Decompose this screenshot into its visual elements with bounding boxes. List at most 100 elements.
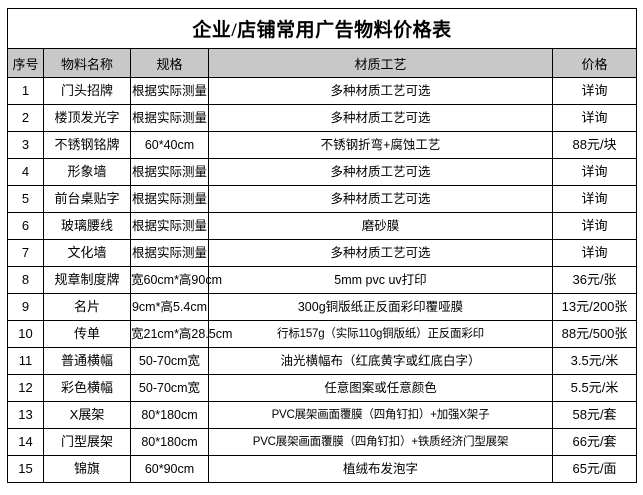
advertising-material-price-table: 企业/店铺常用广告物料价格表 序号 物料名称 规格 材质工艺 价格 1 门头招牌根… (6, 8, 638, 483)
cell-price: 5.5元/米 (551, 374, 638, 402)
cell-material-process: 300g铜版纸正反面彩印覆哑膜 (208, 293, 553, 321)
table-title: 企业/店铺常用广告物料价格表 (6, 8, 638, 49)
cell-specification: 根据实际测量 (130, 185, 209, 213)
cell-index: 4 (7, 158, 44, 186)
cell-index: 5 (7, 185, 44, 213)
cell-price: 36元/张 (551, 266, 638, 294)
cell-price: 详询 (551, 212, 638, 240)
cell-specification: 根据实际测量 (130, 158, 209, 186)
cell-material-name: 名片 (43, 293, 131, 321)
table-row: 8 规章制度牌 宽60cm*高90cm 5mm pvc uv打印 36元/张 (7, 266, 638, 294)
column-header-index: 序号 (7, 48, 44, 78)
table-row: 10 传单 宽21cm*高28.5cm 行标157g（实际110g铜版纸）正反面彩印 8… (7, 320, 638, 348)
cell-index: 3 (7, 131, 44, 159)
cell-index: 14 (7, 428, 44, 456)
cell-price: 详询 (551, 77, 638, 105)
table-title-row: 企业/店铺常用广告物料价格表 (6, 8, 638, 49)
cell-material-name: 彩色横幅 (43, 374, 131, 402)
cell-material-name: 形象墙 (43, 158, 131, 186)
cell-material-process: 5mm pvc uv打印 (208, 266, 553, 294)
table-row: 13 X展架 80*180cm PVC展架画面覆膜（四角钉扣）+加强X架子 58元/套 (7, 401, 638, 429)
cell-specification: 60*40cm (130, 131, 209, 159)
cell-material-process: 油光横幅布（红底黄字或红底白字） (208, 347, 553, 375)
cell-price: 详询 (551, 158, 638, 186)
cell-specification: 根据实际测量 (130, 77, 209, 105)
column-header-process: 材质工艺 (208, 48, 553, 78)
table-row: 3 不锈钢铭牌 60*40cm 不锈钢折弯+腐蚀工艺 88元/块 (7, 131, 638, 159)
cell-material-process: 多种材质工艺可选 (208, 239, 553, 267)
cell-price: 66元/套 (551, 428, 638, 456)
cell-price: 详询 (551, 104, 638, 132)
cell-price: 13元/200张 (551, 293, 638, 321)
cell-price: 3.5元/米 (551, 347, 638, 375)
cell-index: 1 (7, 77, 44, 105)
cell-material-name: 普通横幅 (43, 347, 131, 375)
cell-material-name: 玻璃腰线 (43, 212, 131, 240)
table-row: 5 前台桌贴字 根据实际测量 多种材质工艺可选 详询 (7, 185, 638, 213)
table-row: 1 门头招牌 根据实际测量 多种材质工艺可选 详询 (7, 77, 638, 105)
cell-specification: 根据实际测量 (130, 104, 209, 132)
cell-index: 10 (7, 320, 44, 348)
cell-material-name: 前台桌贴字 (43, 185, 131, 213)
cell-specification: 根据实际测量 (130, 212, 209, 240)
cell-specification: 50-70cm宽 (130, 347, 209, 375)
cell-material-name: 传单 (43, 320, 131, 348)
cell-index: 6 (7, 212, 44, 240)
table-header-row: 序号 物料名称 规格 材质工艺 价格 (7, 48, 638, 78)
cell-material-name: X展架 (43, 401, 131, 429)
cell-specification: 根据实际测量 (130, 239, 209, 267)
cell-material-name: 文化墙 (43, 239, 131, 267)
cell-index: 9 (7, 293, 44, 321)
table-row: 4 形象墙 根据实际测量 多种材质工艺可选 详询 (7, 158, 638, 186)
cell-index: 2 (7, 104, 44, 132)
cell-material-name: 规章制度牌 (43, 266, 131, 294)
cell-material-process: 多种材质工艺可选 (208, 158, 553, 186)
cell-price: 88元/500张 (551, 320, 638, 348)
cell-material-process: 植绒布发泡字 (208, 455, 553, 483)
table-row: 14 门型展架 80*180cm PVC展架画面覆膜（四角钉扣）+铁质经济门型展架 66… (7, 428, 638, 456)
table-row: 9 名片 9cm*高5.4cm 300g铜版纸正反面彩印覆哑膜 13元/200张 (7, 293, 638, 321)
column-header-name: 物料名称 (43, 48, 131, 78)
cell-material-process: PVC展架画面覆膜（四角钉扣）+加强X架子 (208, 401, 553, 429)
cell-specification: 80*180cm (130, 428, 209, 456)
cell-material-name: 锦旗 (43, 455, 131, 483)
cell-material-process: 行标157g（实际110g铜版纸）正反面彩印 (208, 320, 553, 348)
cell-index: 11 (7, 347, 44, 375)
cell-specification: 60*90cm (130, 455, 209, 483)
cell-specification: 9cm*高5.4cm (130, 293, 209, 321)
cell-specification: 宽60cm*高90cm (130, 266, 222, 294)
cell-material-process: 任意图案或任意颜色 (208, 374, 553, 402)
table-row: 7 文化墙 根据实际测量 多种材质工艺可选 详询 (7, 239, 638, 267)
cell-material-name: 楼顶发光字 (43, 104, 131, 132)
cell-material-name: 门头招牌 (43, 77, 131, 105)
cell-index: 7 (7, 239, 44, 267)
table-row: 15 锦旗 60*90cm 植绒布发泡字 65元/面 (7, 455, 638, 483)
cell-index: 15 (7, 455, 44, 483)
cell-index: 8 (7, 266, 44, 294)
cell-material-process: 不锈钢折弯+腐蚀工艺 (208, 131, 553, 159)
cell-price: 详询 (551, 239, 638, 267)
cell-material-name: 不锈钢铭牌 (43, 131, 131, 159)
cell-material-process: PVC展架画面覆膜（四角钉扣）+铁质经济门型展架 (208, 428, 553, 456)
table-row: 12 彩色横幅 50-70cm宽 任意图案或任意颜色 5.5元/米 (7, 374, 638, 402)
cell-material-process: 多种材质工艺可选 (208, 77, 553, 105)
cell-specification: 宽21cm*高28.5cm (130, 320, 232, 348)
cell-specification: 50-70cm宽 (130, 374, 209, 402)
price-table-container: 企业/店铺常用广告物料价格表 序号 物料名称 规格 材质工艺 价格 1 门头招牌根… (6, 8, 638, 483)
table-row: 6 玻璃腰线 根据实际测量 磨砂膜 详询 (7, 212, 638, 240)
cell-index: 13 (7, 401, 44, 429)
cell-specification: 80*180cm (130, 401, 209, 429)
cell-price: 详询 (551, 185, 638, 213)
column-header-price: 价格 (551, 48, 638, 78)
cell-material-name: 门型展架 (43, 428, 131, 456)
cell-material-process: 多种材质工艺可选 (208, 104, 553, 132)
column-header-spec: 规格 (130, 48, 209, 78)
cell-price: 88元/块 (551, 131, 638, 159)
cell-price: 65元/面 (551, 455, 638, 483)
cell-price: 58元/套 (551, 401, 638, 429)
table-row: 2 楼顶发光字 根据实际测量 多种材质工艺可选 详询 (7, 104, 638, 132)
cell-material-process: 多种材质工艺可选 (208, 185, 553, 213)
cell-index: 12 (7, 374, 44, 402)
cell-material-process: 磨砂膜 (208, 212, 553, 240)
table-row: 11 普通横幅 50-70cm宽 油光横幅布（红底黄字或红底白字） 3.5元/米 (7, 347, 638, 375)
